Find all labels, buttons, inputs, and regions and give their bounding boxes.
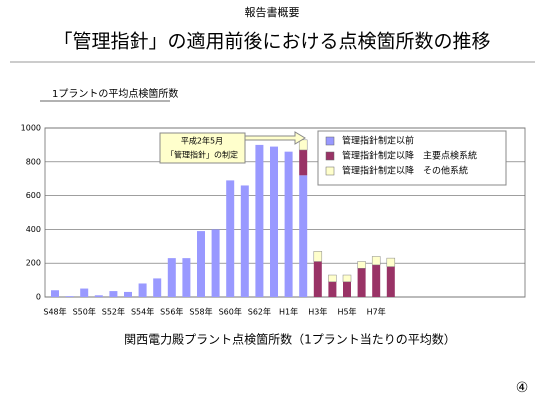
x-tick-label: S60年 bbox=[219, 307, 242, 317]
x-tick-label: S48年 bbox=[43, 307, 66, 317]
bar-segment bbox=[299, 149, 308, 176]
bar-segment bbox=[386, 266, 395, 297]
bar-segment bbox=[270, 146, 278, 297]
bar-segment bbox=[240, 185, 249, 297]
y-axis-label: 1プラントの平均点検箇所数 bbox=[52, 87, 178, 100]
legend-swatch bbox=[325, 151, 335, 161]
x-tick-label: S58年 bbox=[189, 307, 212, 317]
bar-segment bbox=[167, 258, 176, 297]
legend-box bbox=[317, 130, 507, 186]
y-tick-label: 600 bbox=[26, 191, 41, 200]
y-tick-label: 400 bbox=[26, 225, 41, 234]
bar-segment bbox=[255, 144, 264, 297]
bar-segment bbox=[138, 283, 147, 297]
x-tick-label: H7年 bbox=[367, 307, 386, 317]
legend-swatch bbox=[325, 166, 335, 176]
x-axis-label: 関西電力殿プラント点検箇所数（1プラント当たりの平均数） bbox=[124, 332, 456, 347]
bar-segment bbox=[386, 257, 396, 267]
bar-segment bbox=[298, 139, 308, 151]
x-tick-label: S62年 bbox=[248, 307, 271, 317]
bar-segment bbox=[109, 291, 118, 297]
bar-segment bbox=[372, 264, 381, 297]
bar-segment bbox=[65, 296, 74, 297]
bar-segment bbox=[357, 261, 366, 269]
y-tick-label: 1000 bbox=[21, 124, 41, 133]
bar-segment bbox=[211, 229, 220, 297]
bar-segment bbox=[124, 291, 132, 297]
bar-segment bbox=[342, 274, 352, 283]
legend-label: 管理指針制定以降 その他系統 bbox=[342, 165, 468, 177]
bar-segment bbox=[182, 258, 191, 297]
bar-segment bbox=[94, 295, 103, 297]
x-tick-label: H3年 bbox=[308, 307, 327, 317]
x-tick-label: S52年 bbox=[102, 307, 125, 317]
x-tick-label: S54年 bbox=[131, 307, 154, 317]
page-number: ④ bbox=[516, 380, 529, 396]
bar-segment bbox=[328, 274, 337, 283]
annotation-box bbox=[159, 132, 246, 164]
x-tick-label: H5年 bbox=[337, 307, 356, 317]
x-tick-label: S56年 bbox=[160, 307, 183, 317]
x-tick-label: S50年 bbox=[73, 307, 96, 317]
legend-label: 管理指針制定以前 bbox=[342, 135, 414, 147]
bar-segment bbox=[313, 261, 322, 297]
x-tick-label: H1年 bbox=[279, 307, 298, 317]
bar-segment bbox=[226, 180, 235, 297]
bar-segment bbox=[284, 151, 293, 297]
bar-segment bbox=[328, 281, 337, 297]
bar-segment bbox=[313, 251, 323, 262]
annotation-text: 平成2年5月 bbox=[181, 136, 223, 146]
bar-segment bbox=[197, 231, 205, 297]
chart-title: 「管理指針」の適用前後における点検箇所数の推移 bbox=[53, 31, 490, 53]
legend-label: 管理指針制定以降 主要点検系統 bbox=[342, 150, 477, 162]
y-tick-label: 800 bbox=[26, 157, 41, 166]
y-tick-label: 0 bbox=[36, 293, 41, 302]
bar-segment bbox=[357, 268, 366, 297]
bar-segment bbox=[343, 281, 351, 297]
bar-segment bbox=[80, 288, 89, 297]
bar-segment bbox=[299, 175, 308, 297]
bar-segment bbox=[153, 278, 162, 297]
annotation-text: 「管理指針」の制定 bbox=[166, 150, 238, 160]
y-tick-label: 200 bbox=[26, 259, 41, 268]
bar-segment bbox=[51, 290, 59, 297]
bar-segment bbox=[371, 256, 381, 266]
legend-swatch bbox=[325, 136, 335, 146]
header: 報告書概要 bbox=[245, 5, 300, 19]
annotation-arrow bbox=[244, 131, 306, 145]
